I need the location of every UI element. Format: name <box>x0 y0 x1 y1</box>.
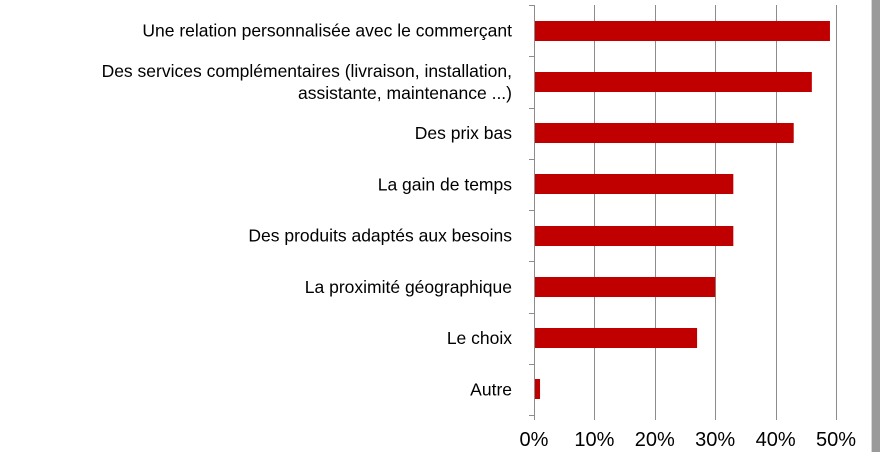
frame-shadow <box>872 0 880 452</box>
x-tick-label-1: 10% <box>574 429 614 451</box>
x-tick-label-0: 0% <box>520 429 549 451</box>
category-label-6: Le choix <box>447 328 512 348</box>
category-label-7: Autre <box>470 379 512 399</box>
tick-labels: 0% 10% 20% 30% 40% 50% <box>520 429 857 451</box>
x-tick-label-4: 40% <box>756 429 796 451</box>
x-tick-label-5: 50% <box>816 429 856 451</box>
bar-4 <box>535 226 734 246</box>
category-label-line: Une relation personnalisée avec le comme… <box>142 21 512 41</box>
bar-7 <box>535 379 541 399</box>
bar-2 <box>535 123 794 143</box>
category-labels: Une relation personnalisée avec le comme… <box>102 21 513 400</box>
category-label-line: Des prix bas <box>415 123 513 143</box>
category-label-line: assistante, maintenance ...) <box>298 83 512 103</box>
bar-3 <box>535 174 734 194</box>
axes <box>529 5 837 420</box>
category-label-line: Le choix <box>447 328 512 348</box>
category-label-line: Des produits adaptés aux besoins <box>248 226 512 246</box>
bar-0 <box>535 21 830 41</box>
category-label-line: La proximité géographique <box>305 277 512 297</box>
bar-6 <box>535 328 698 348</box>
bar-5 <box>535 277 716 297</box>
frame-border <box>871 0 872 452</box>
category-label-3: La gain de temps <box>378 174 513 194</box>
category-label-0: Une relation personnalisée avec le comme… <box>142 21 512 41</box>
category-label-4: Des produits adaptés aux besoins <box>248 226 512 246</box>
x-tick-label-2: 20% <box>635 429 675 451</box>
category-label-line: Autre <box>470 379 512 399</box>
bars <box>535 21 830 399</box>
bar-1 <box>535 72 812 92</box>
x-tick-label-3: 30% <box>695 429 735 451</box>
category-label-line: Des services complémentaires (livraison,… <box>102 61 512 81</box>
category-label-2: Des prix bas <box>415 123 513 143</box>
gridlines <box>594 5 837 415</box>
category-label-5: La proximité géographique <box>305 277 512 297</box>
category-label-1: Des services complémentaires (livraison,… <box>102 61 512 103</box>
category-label-line: La gain de temps <box>378 174 513 194</box>
